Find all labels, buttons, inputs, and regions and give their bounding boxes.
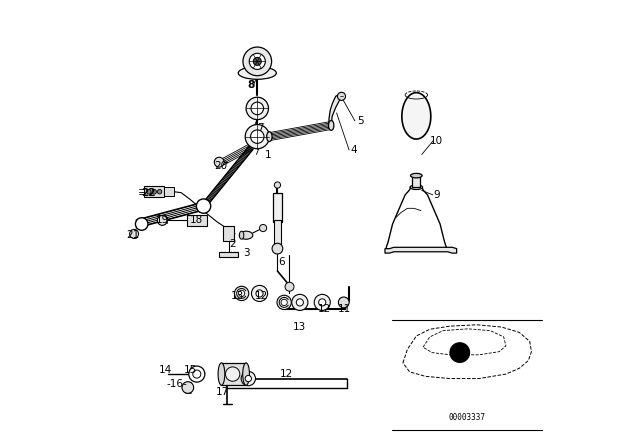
Polygon shape bbox=[402, 93, 431, 139]
Circle shape bbox=[157, 190, 162, 194]
Text: 14: 14 bbox=[159, 365, 172, 375]
Circle shape bbox=[251, 102, 264, 115]
Circle shape bbox=[152, 190, 157, 194]
Text: 11: 11 bbox=[338, 304, 351, 314]
Text: 7: 7 bbox=[257, 123, 264, 133]
Bar bbox=[145, 186, 164, 197]
Circle shape bbox=[277, 295, 291, 310]
Text: 12: 12 bbox=[280, 369, 293, 379]
Text: 13: 13 bbox=[230, 291, 244, 301]
Circle shape bbox=[245, 125, 269, 149]
Circle shape bbox=[245, 375, 252, 382]
Text: 10: 10 bbox=[430, 136, 443, 146]
Circle shape bbox=[281, 299, 287, 306]
Bar bbox=[221, 363, 246, 385]
Text: 18: 18 bbox=[190, 215, 204, 224]
Circle shape bbox=[243, 47, 271, 76]
Text: 9: 9 bbox=[433, 190, 440, 200]
Circle shape bbox=[256, 290, 263, 297]
Text: 19: 19 bbox=[156, 215, 169, 224]
Circle shape bbox=[272, 243, 283, 254]
Circle shape bbox=[147, 190, 151, 194]
Circle shape bbox=[337, 92, 346, 100]
Bar bbox=[164, 187, 174, 196]
Bar bbox=[223, 226, 234, 241]
Text: -16-: -16- bbox=[166, 379, 187, 389]
Text: 20: 20 bbox=[214, 161, 227, 171]
Ellipse shape bbox=[410, 185, 422, 190]
Circle shape bbox=[252, 285, 268, 302]
Text: 8: 8 bbox=[247, 80, 254, 90]
Ellipse shape bbox=[328, 121, 334, 130]
Text: 1: 1 bbox=[265, 150, 272, 159]
Text: 12: 12 bbox=[318, 304, 331, 314]
Circle shape bbox=[249, 53, 266, 69]
Bar bbox=[273, 193, 282, 222]
Circle shape bbox=[196, 199, 211, 213]
Circle shape bbox=[241, 371, 255, 386]
Text: 6: 6 bbox=[278, 257, 285, 267]
Text: 17: 17 bbox=[216, 387, 229, 397]
Circle shape bbox=[296, 299, 303, 306]
Ellipse shape bbox=[267, 132, 272, 142]
Circle shape bbox=[246, 97, 269, 120]
Circle shape bbox=[214, 157, 224, 167]
Polygon shape bbox=[329, 94, 342, 126]
Ellipse shape bbox=[239, 231, 244, 239]
Circle shape bbox=[189, 366, 205, 382]
Ellipse shape bbox=[243, 363, 250, 385]
Circle shape bbox=[234, 286, 249, 301]
Circle shape bbox=[239, 290, 244, 297]
Circle shape bbox=[182, 382, 194, 393]
Text: 3: 3 bbox=[243, 248, 250, 258]
Circle shape bbox=[285, 282, 294, 291]
Polygon shape bbox=[385, 247, 457, 253]
Text: 5: 5 bbox=[357, 116, 364, 126]
Ellipse shape bbox=[218, 363, 225, 385]
Bar bbox=[275, 220, 280, 244]
Circle shape bbox=[314, 294, 330, 310]
Circle shape bbox=[157, 215, 167, 225]
Bar bbox=[412, 176, 420, 187]
Circle shape bbox=[260, 224, 267, 232]
Circle shape bbox=[319, 299, 326, 306]
Circle shape bbox=[136, 218, 148, 230]
Circle shape bbox=[193, 370, 201, 378]
Text: 15: 15 bbox=[184, 365, 196, 375]
Ellipse shape bbox=[239, 231, 253, 239]
Circle shape bbox=[450, 343, 470, 362]
Circle shape bbox=[339, 297, 349, 308]
Circle shape bbox=[292, 294, 308, 310]
Circle shape bbox=[130, 229, 139, 238]
Text: 4: 4 bbox=[350, 145, 357, 155]
Bar bbox=[219, 252, 238, 257]
Text: 21: 21 bbox=[126, 230, 140, 240]
Ellipse shape bbox=[238, 67, 276, 79]
Text: 12: 12 bbox=[255, 291, 268, 301]
Circle shape bbox=[275, 182, 280, 188]
Text: 00003337: 00003337 bbox=[449, 413, 486, 422]
Ellipse shape bbox=[410, 173, 422, 178]
Text: 13: 13 bbox=[293, 322, 307, 332]
Text: 22: 22 bbox=[141, 188, 156, 198]
Circle shape bbox=[251, 130, 264, 143]
Circle shape bbox=[225, 367, 240, 381]
Bar bbox=[187, 215, 207, 226]
Circle shape bbox=[253, 57, 261, 65]
Text: 2: 2 bbox=[229, 239, 236, 249]
